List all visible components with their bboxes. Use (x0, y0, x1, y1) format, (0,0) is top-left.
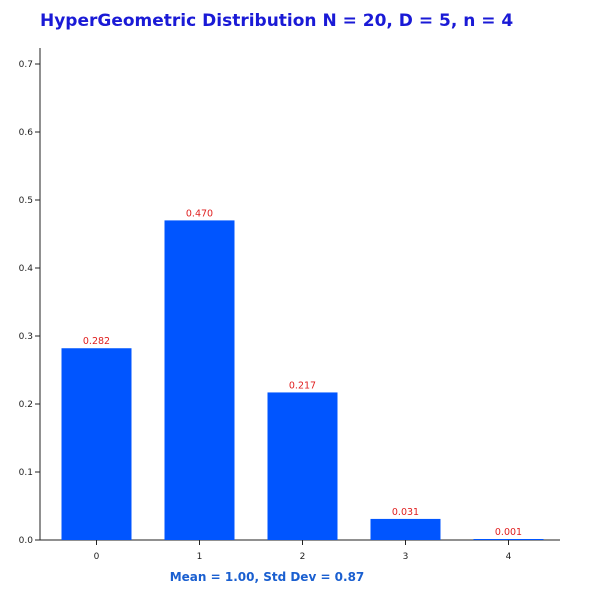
bar-value-label: 0.282 (83, 336, 110, 347)
y-tick-label: 0.1 (19, 468, 33, 478)
y-tick-label: 0.3 (19, 332, 33, 342)
bar (267, 392, 338, 540)
bar-value-label: 0.217 (289, 380, 316, 391)
x-tick-label: 0 (94, 552, 100, 562)
y-tick-label: 0.7 (19, 60, 33, 70)
x-tick-label: 3 (403, 552, 409, 562)
bar (473, 539, 544, 540)
y-tick-label: 0.0 (19, 536, 34, 546)
bar-value-label: 0.001 (495, 527, 522, 538)
y-tick-label: 0.5 (19, 196, 33, 206)
x-tick-label: 1 (197, 552, 203, 562)
bar-value-label: 0.031 (392, 507, 419, 518)
bars-group (61, 220, 544, 540)
y-axis: 0.0 0.1 0.2 0.3 0.4 0.5 0.6 0.7 (19, 48, 41, 546)
x-axis: 0 1 2 3 4 (40, 539, 560, 562)
bar-value-label: 0.470 (186, 208, 213, 219)
bar (370, 518, 441, 540)
y-tick-label: 0.4 (19, 264, 34, 274)
x-tick-label: 2 (300, 552, 306, 562)
bar (61, 348, 132, 540)
chart-title: HyperGeometric Distribution N = 20, D = … (40, 11, 513, 31)
y-tick-label: 0.2 (19, 400, 33, 410)
bar (164, 220, 235, 540)
chart-footer-stats: Mean = 1.00, Std Dev = 0.87 (170, 570, 365, 584)
value-labels-group: 0.282 0.470 0.217 0.031 0.001 (83, 208, 522, 538)
y-tick-label: 0.6 (19, 128, 34, 138)
x-tick-label: 4 (506, 552, 512, 562)
